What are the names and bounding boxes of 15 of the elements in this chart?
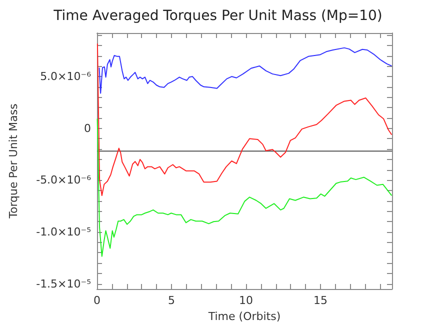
line-series bbox=[96, 118, 392, 257]
y-tick-label: 0 bbox=[84, 122, 91, 135]
line-series bbox=[98, 47, 392, 94]
y-tick-label: -5.0×10⁻⁶ bbox=[36, 174, 92, 187]
line-series bbox=[96, 43, 392, 196]
y-tick-label: 5.0×10⁻⁶ bbox=[40, 70, 92, 84]
x-tick-label: 5 bbox=[168, 294, 175, 307]
x-tick-label: 10 bbox=[238, 294, 253, 307]
y-axis-title: Torque Per Unit Mass bbox=[7, 103, 20, 220]
y-tick-label: -1.0×10⁻⁵ bbox=[36, 225, 91, 238]
y-tick-label: -1.5×10⁻⁵ bbox=[36, 277, 91, 290]
chart-title: Time Averaged Torques Per Unit Mass (Mp=10) bbox=[52, 8, 382, 24]
x-axis-title: Time (Orbits) bbox=[207, 310, 281, 323]
x-tick-label: 15 bbox=[313, 294, 328, 307]
x-tick-label: 0 bbox=[94, 294, 100, 307]
